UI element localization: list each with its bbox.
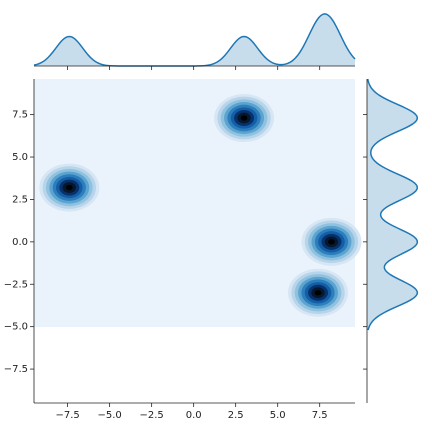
marginal-area [34, 13, 355, 67]
y-tick-label: −5.0 [4, 322, 28, 333]
marginal-line [367, 78, 419, 331]
x-tick-label: 0.0 [186, 410, 202, 421]
density-contour [314, 290, 322, 296]
marginal-area [367, 79, 418, 331]
y-tick-label: 7.5 [12, 110, 28, 121]
x-tick-label: −2.5 [139, 410, 163, 421]
y-tick-label: −7.5 [4, 364, 28, 375]
y-tick-label: −2.5 [4, 279, 28, 290]
density-contour [240, 115, 248, 121]
x-tick-label: −7.5 [55, 410, 79, 421]
x-tick-label: −5.0 [97, 410, 121, 421]
density-contour [65, 184, 73, 191]
y-tick-label: 5.0 [12, 152, 28, 163]
x-tick-label: 5.0 [270, 410, 286, 421]
y-tick-label: 2.5 [12, 194, 28, 205]
y-tick-label: 0.0 [12, 237, 28, 248]
x-tick-label: 7.5 [312, 410, 328, 421]
x-tick-label: 2.5 [228, 410, 244, 421]
density-contour [328, 239, 335, 245]
